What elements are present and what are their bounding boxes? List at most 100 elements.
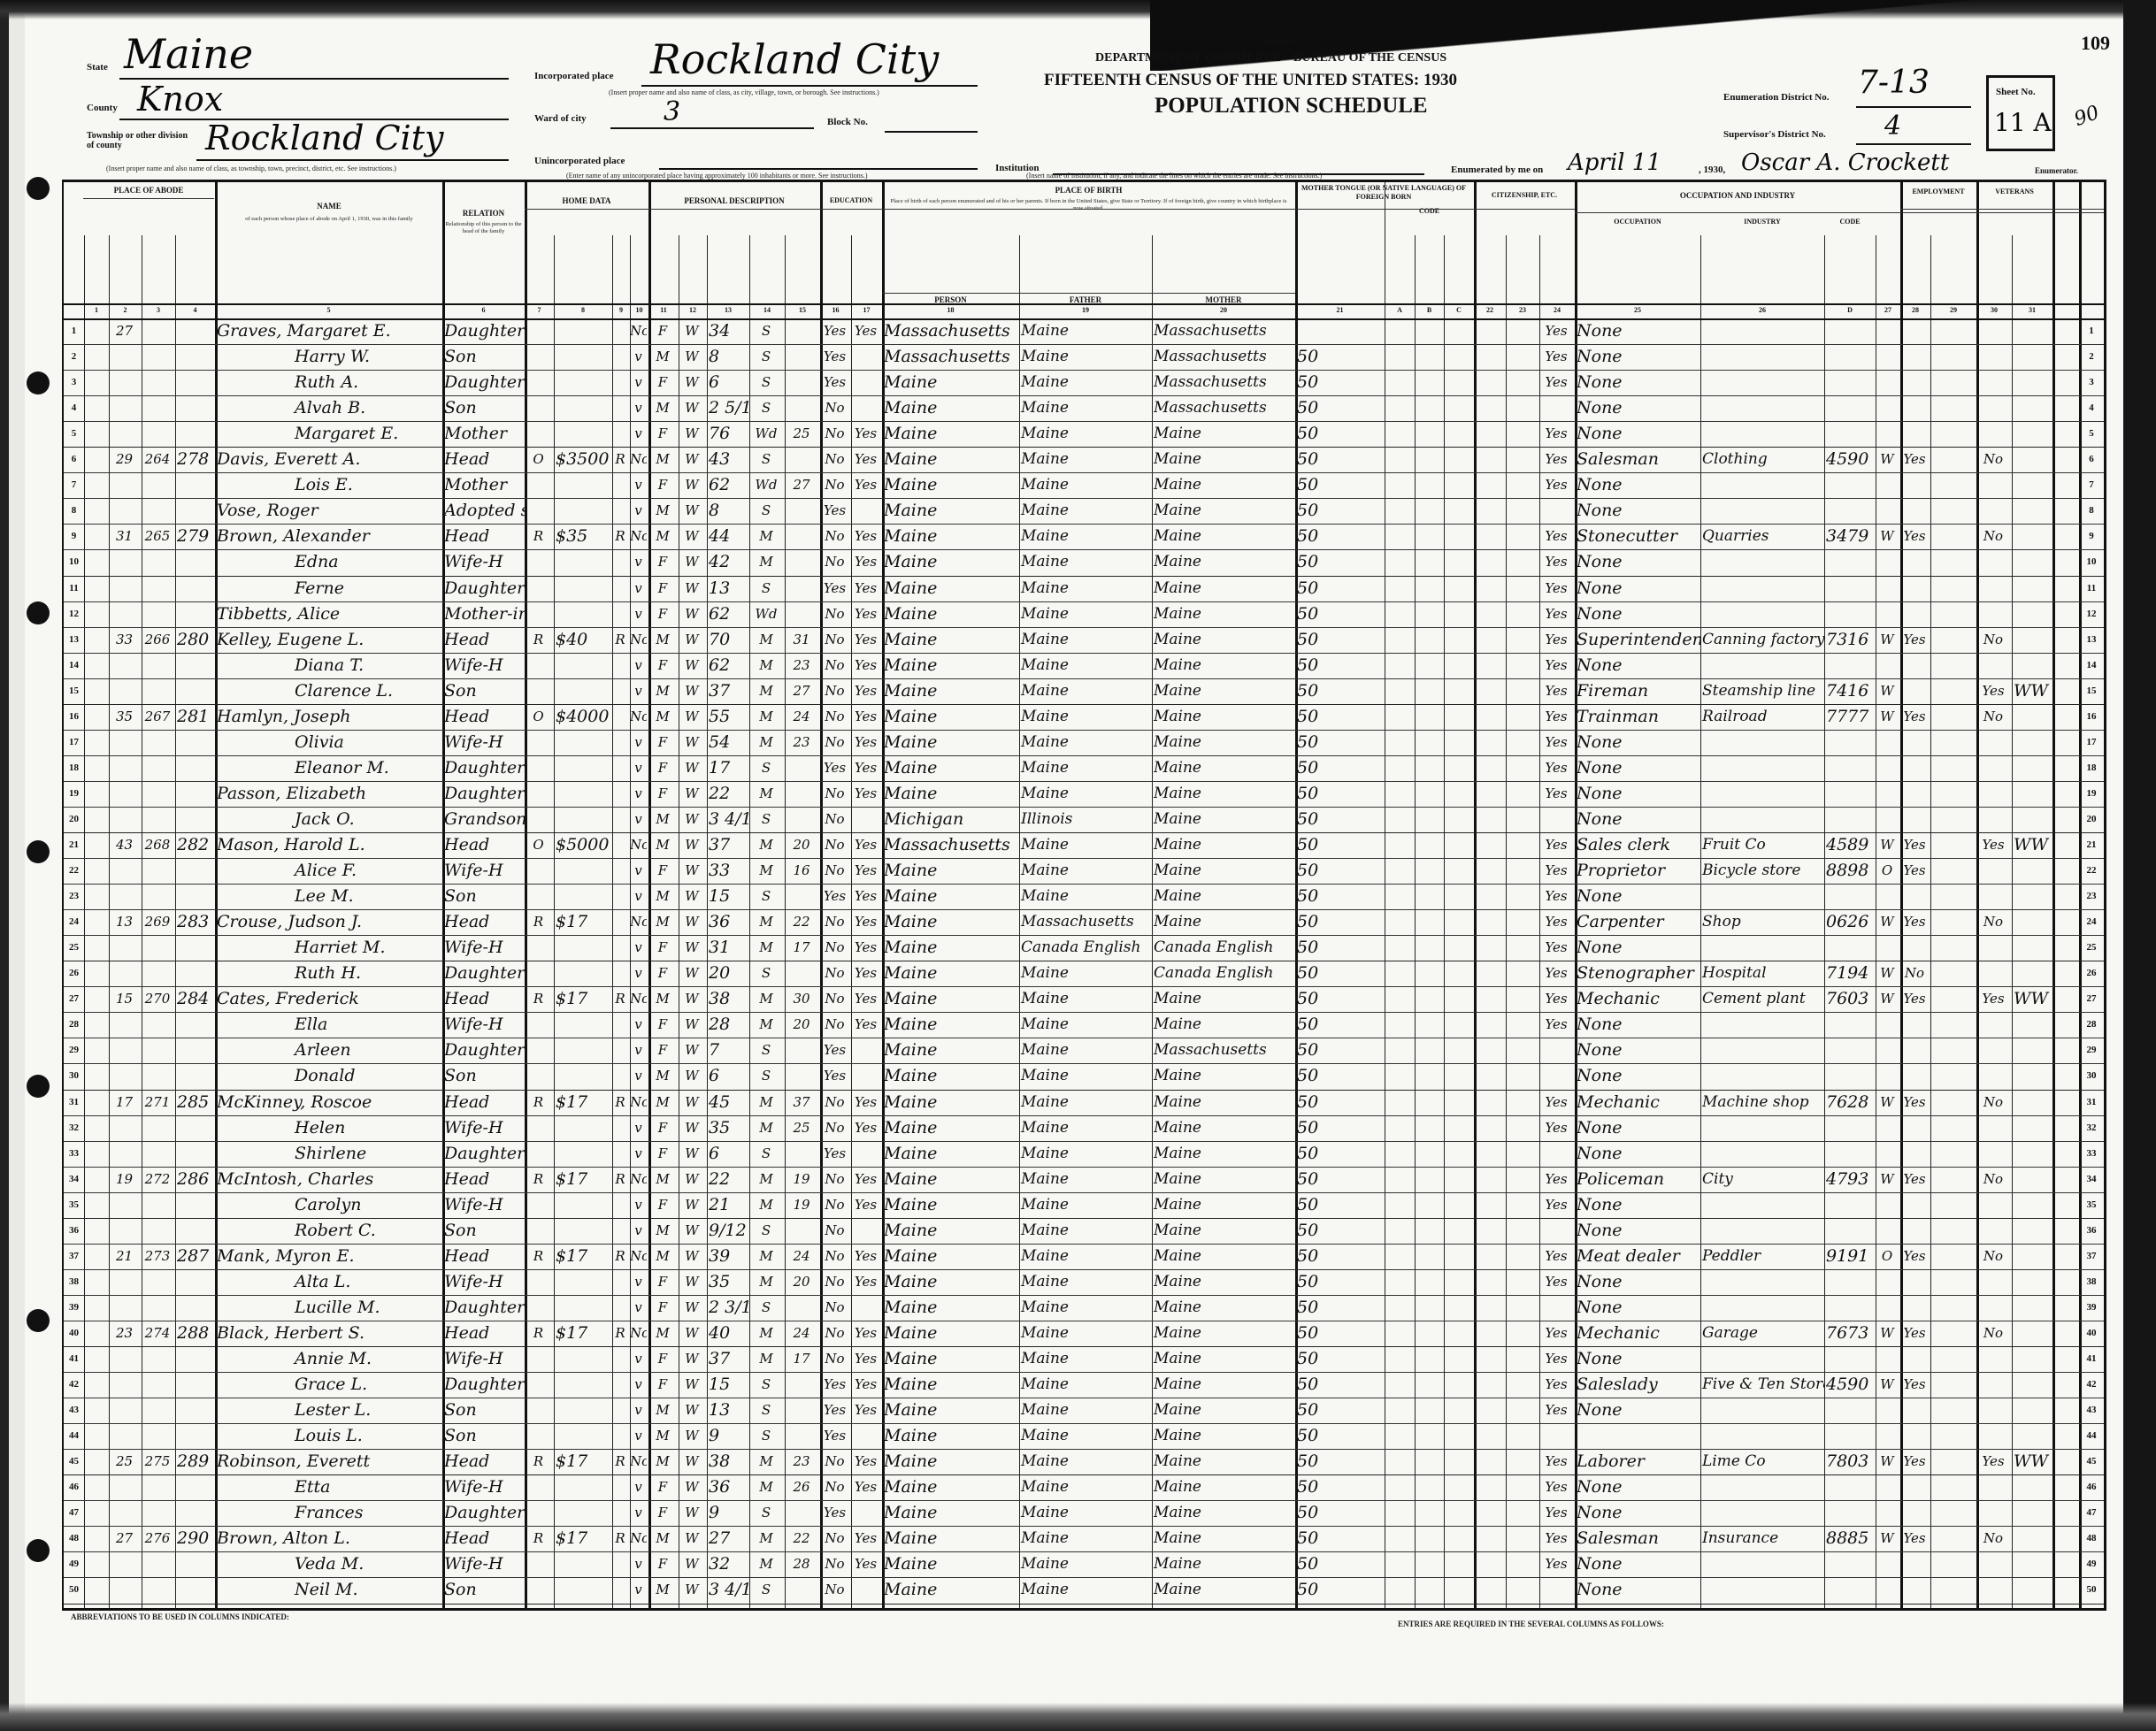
- cell-house: [109, 1063, 140, 1089]
- cell-name: Lois E.: [295, 475, 353, 495]
- cell-veteran: No: [1983, 451, 2004, 468]
- cell-english: Yes: [1545, 1556, 1568, 1573]
- cell-tongue: 50: [1297, 1528, 1319, 1549]
- cell-english: Yes: [1545, 1479, 1568, 1496]
- cell-home: [525, 961, 552, 986]
- cell-industry: [1700, 1218, 1824, 1244]
- cell-employed: Yes: [1903, 991, 1926, 1007]
- cell-value: [554, 549, 612, 575]
- cell-class: [1876, 498, 1899, 524]
- cell-sex: M: [656, 682, 670, 699]
- table-row: 47 Frances Daughter v F W 9 S Yes Maine Maine Maine…: [64, 1500, 2104, 1526]
- line-number: 7: [2089, 479, 2094, 491]
- cell-age: 35: [709, 1117, 731, 1137]
- sheet-number-box: Sheet No. 11 A: [1986, 75, 2055, 151]
- cell-house: [109, 395, 140, 421]
- cell-birth-mother: Maine: [1154, 1555, 1201, 1574]
- sd-value: 4: [1884, 111, 1902, 142]
- cell-employed: [1900, 1295, 1929, 1321]
- line-number: 35: [69, 1199, 79, 1210]
- cell-code: [1824, 1141, 1876, 1167]
- row-rule: [64, 524, 2104, 525]
- cell-home: [525, 421, 552, 447]
- cell-industry: [1700, 1038, 1824, 1063]
- cell-house: 35: [115, 708, 134, 724]
- cell-read: [851, 1577, 880, 1603]
- cell-house: [109, 1500, 140, 1526]
- cell-name: Helen: [295, 1117, 346, 1137]
- line-number: 2: [2089, 351, 2094, 363]
- cell-veteran: [1976, 1038, 2010, 1063]
- cell-race: W: [685, 631, 699, 647]
- cell-radio: [612, 549, 628, 575]
- header-birth-note: Place of birth of each person enumerated…: [890, 198, 1287, 211]
- cell-age: 2 5/12: [709, 398, 749, 418]
- line-number: 31: [2086, 1096, 2097, 1107]
- cell-marital: S: [761, 502, 771, 519]
- column-number: 28: [1912, 306, 1919, 314]
- row-rule: [64, 1191, 2104, 1193]
- cell-sex: F: [657, 965, 668, 982]
- line-number: 16: [69, 710, 79, 722]
- cell-family: 285: [177, 1091, 210, 1112]
- line-number: 24: [69, 916, 79, 928]
- cell-home: [525, 1115, 552, 1141]
- cell-name: Harriet M.: [295, 938, 386, 958]
- cell-industry: [1700, 601, 1824, 627]
- cell-occupation: None: [1577, 1117, 1623, 1137]
- cell-farm: v: [634, 888, 642, 905]
- cell-value: [554, 318, 612, 344]
- cell-name: Mank, Myron E.: [217, 1245, 355, 1266]
- table-row: 35 Carolyn Wife-H v F W 21 M 19 No Yes Maine Maine Ma…: [64, 1192, 2104, 1218]
- line-number: 12: [69, 608, 79, 619]
- cell-house: [109, 807, 140, 832]
- cell-house: 27: [115, 1530, 134, 1547]
- cell-house: 25: [115, 1453, 134, 1470]
- cell-class: [1876, 421, 1899, 447]
- cell-tongue: 50: [1297, 629, 1319, 649]
- cell-read: [851, 1295, 880, 1321]
- cell-family: [175, 781, 215, 807]
- cell-employed: [1900, 498, 1929, 524]
- cell-family: [175, 807, 215, 832]
- cell-age-married: 23: [793, 1453, 810, 1470]
- line-number: 25: [2086, 942, 2097, 954]
- cell-birth-mother: Maine: [1154, 809, 1201, 828]
- cell-english: Yes: [1545, 1324, 1568, 1341]
- cell-relation: Head: [444, 1322, 490, 1343]
- column-number: 13: [725, 306, 732, 314]
- cell-home: [525, 1372, 552, 1398]
- cell-relation: Wife-H: [444, 1554, 503, 1574]
- cell-home: [525, 1398, 552, 1423]
- cell-employed: [1900, 781, 1929, 807]
- line-number: 22: [2086, 865, 2097, 877]
- cell-radio: [612, 1295, 628, 1321]
- row-rule: [64, 1577, 2104, 1579]
- cell-industry: [1700, 1012, 1824, 1038]
- column-number: 23: [1519, 306, 1526, 314]
- cell-age: 13: [709, 1400, 731, 1421]
- cell-age: 17: [709, 757, 731, 777]
- cell-read: [851, 807, 880, 832]
- cell-birth-person: Massachusetts: [884, 321, 1010, 341]
- cell-english: Yes: [1545, 1530, 1568, 1547]
- row-rule: [64, 1166, 2104, 1168]
- cell-tongue: 50: [1297, 731, 1319, 752]
- cell-farm: No: [630, 1170, 647, 1187]
- cell-english: [1539, 1063, 1573, 1089]
- cell-war: WW: [2014, 835, 2049, 854]
- cell-marital: M: [759, 1170, 773, 1187]
- cell-veteran: [1976, 1372, 2010, 1398]
- cell-race: W: [685, 733, 699, 750]
- header-code: CODE: [1418, 207, 1440, 215]
- cell-farm: v: [634, 1582, 642, 1598]
- line-number: 5: [71, 428, 77, 440]
- cell-radio: [612, 1012, 628, 1038]
- cell-dwelling: [142, 1063, 173, 1089]
- column-divider: [84, 235, 85, 1608]
- cell-english: Yes: [1545, 631, 1568, 647]
- cell-birth-person: Maine: [884, 1554, 938, 1574]
- cell-birth-person: Maine: [884, 1066, 938, 1086]
